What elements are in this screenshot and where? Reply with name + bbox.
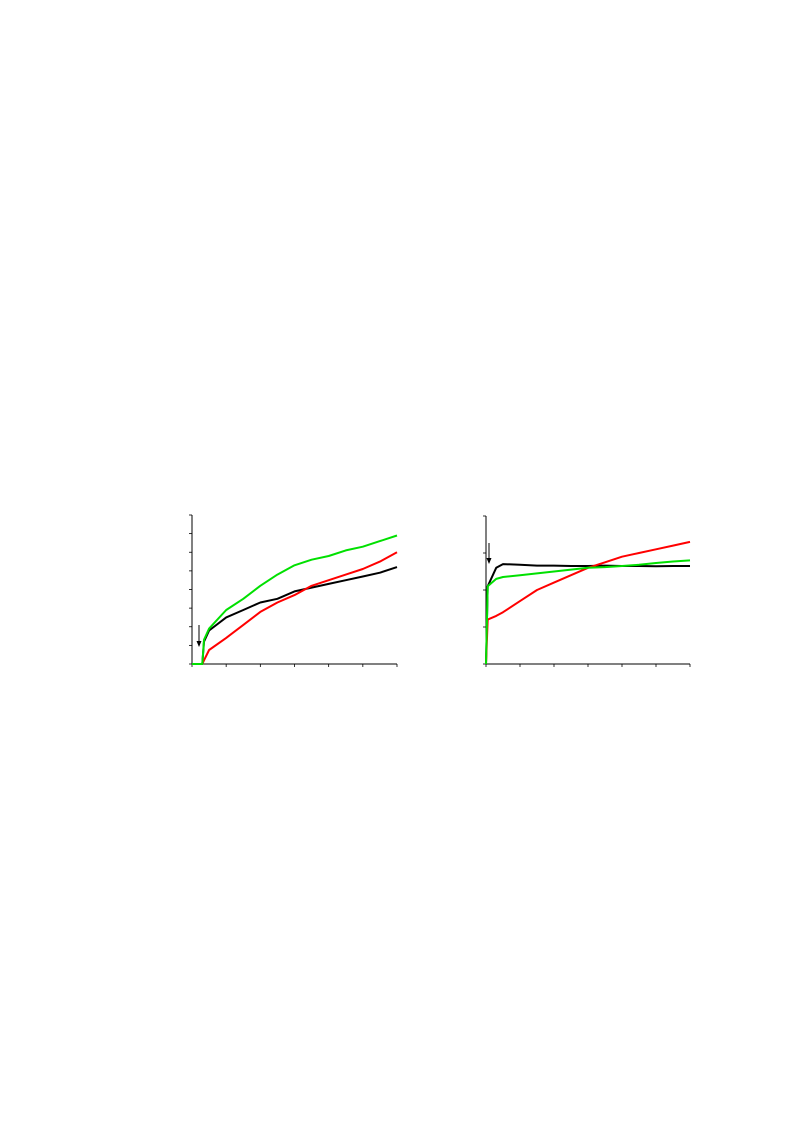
series-line xyxy=(485,559,691,665)
series-line xyxy=(485,563,690,665)
series-line xyxy=(485,540,691,665)
series-line xyxy=(192,566,398,665)
arrow xyxy=(486,543,492,564)
arrow xyxy=(196,625,202,647)
series-line xyxy=(192,534,398,665)
series-line xyxy=(192,551,398,665)
